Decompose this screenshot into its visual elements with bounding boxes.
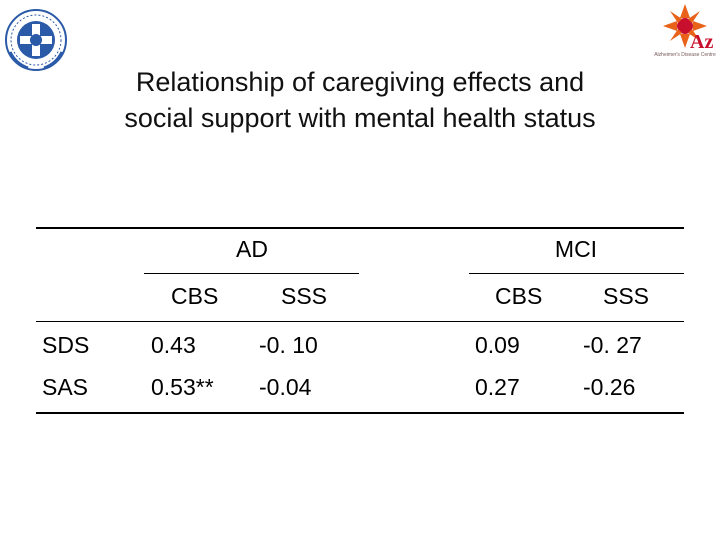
organization-emblem-logo [4,8,68,72]
cell-sas-ad-cbs: 0.53** [151,374,214,400]
row-label-sas: SAS [42,374,89,400]
table-bottom-rule [36,412,684,414]
cell-sas-mci-sss: -0.26 [583,374,636,400]
cell-sds-mci-sss: -0. 27 [583,332,642,358]
subheader-ad-cbs: CBS [171,283,219,309]
subheader-mci-cbs: CBS [495,283,543,309]
table-top-rule [36,227,684,229]
subheader-mci-sss: SSS [603,283,650,309]
group-header-mci: MCI [554,236,598,262]
cell-sds-ad-sss: -0. 10 [259,332,318,358]
row-label-sds: SDS [42,332,90,358]
mci-group-underline [469,273,684,274]
slide-title: Relationship of caregiving effects and s… [0,64,720,136]
title-line-2: social support with mental health status [124,103,596,133]
cell-sas-mci-cbs: 0.27 [475,374,520,400]
cell-sds-mci-cbs: 0.09 [475,332,520,358]
ad-group-underline [144,273,359,274]
cell-sds-ad-cbs: 0.43 [151,332,196,358]
group-header-ad: AD [236,236,268,262]
cell-sas-ad-sss: -0.04 [259,374,312,400]
alzheimer-centre-caption: Alzheimer's Disease Centre [654,52,716,58]
alzheimer-centre-logo: Az Alzheimer's Disease Centre [654,4,716,74]
svg-text:Az: Az [690,31,713,53]
table-header-rule [36,321,684,322]
title-line-1: Relationship of caregiving effects and [135,67,585,97]
subheader-ad-sss: SSS [281,283,328,309]
